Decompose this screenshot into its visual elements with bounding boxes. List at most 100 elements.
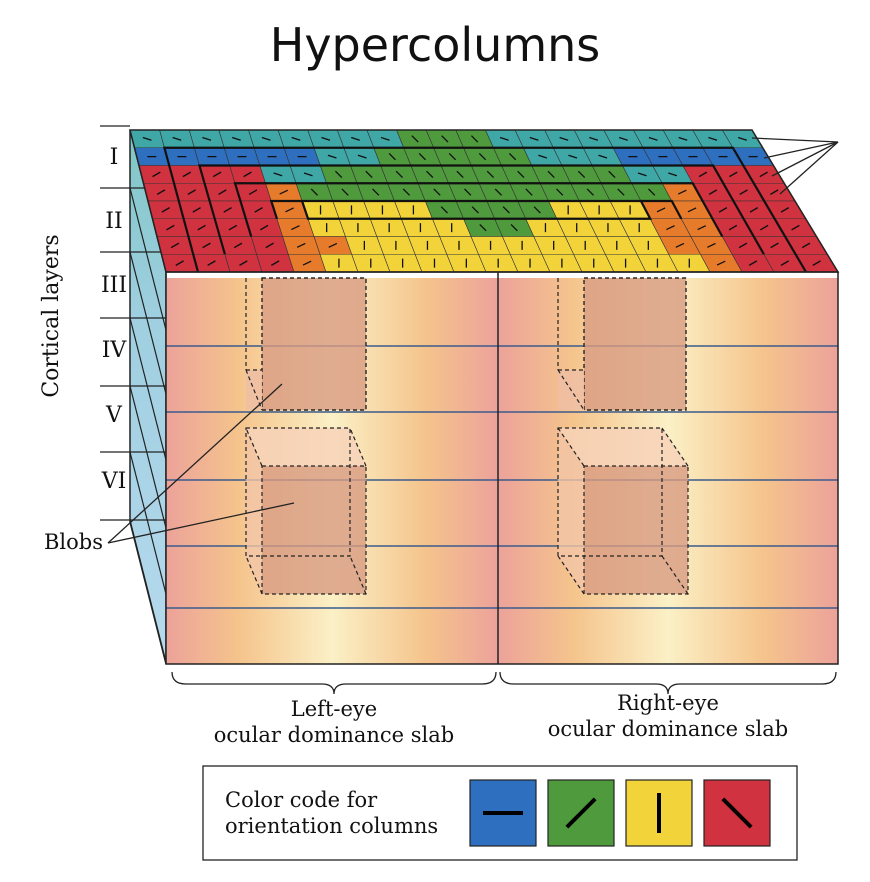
orientation-tick (156, 189, 166, 195)
orientation-tick (411, 135, 419, 143)
orientation-tick (748, 260, 758, 266)
blob-back-outline (583, 277, 687, 411)
orientation-tick (182, 171, 192, 178)
orientation-tick (718, 207, 728, 213)
orientation-tick (357, 154, 367, 159)
orientation-tick (321, 136, 331, 141)
blob-top (558, 428, 688, 466)
right-slab-brace (499, 671, 837, 695)
blobs-pointer-upper (107, 383, 283, 544)
orientation-tick (586, 188, 594, 196)
orientation-tick (259, 224, 269, 231)
orientation-tick (441, 135, 449, 143)
orientation-tick (254, 207, 263, 213)
orientation-tick (759, 171, 768, 178)
orientation-tick (402, 188, 411, 196)
orientation-tick (433, 188, 441, 196)
orientation-tick (231, 136, 241, 141)
orientation-tick (328, 242, 338, 248)
orientation-tick (388, 152, 396, 161)
layer-ticks (100, 125, 167, 663)
orientation-tick (291, 225, 300, 231)
orientation-contour (301, 200, 653, 220)
layer-label-iii: III (101, 273, 127, 298)
orientation-tick (192, 207, 201, 213)
orientation-tick (395, 170, 403, 179)
orientation-tick (470, 135, 479, 143)
orientation-tick (418, 152, 427, 161)
blob-front (262, 466, 366, 594)
blob-edge (661, 427, 689, 467)
orientation-tick (310, 188, 319, 196)
front-outline (165, 271, 839, 665)
orientation-tick (739, 189, 748, 195)
orientation-tick (202, 136, 212, 141)
orientation-tick (697, 225, 707, 231)
orientation-tick (372, 188, 380, 196)
orientation-tick (478, 152, 487, 161)
orientation-tick (239, 260, 248, 266)
blob-front (584, 278, 686, 410)
blob-edge (661, 555, 689, 595)
orientation-tick (499, 136, 509, 141)
orientation-tick (668, 172, 678, 177)
orientation-tick (618, 136, 628, 141)
orientation-tick (708, 189, 718, 195)
legend-text-line2: orientation columns (225, 814, 438, 838)
swatch-bar-oblique-right (565, 797, 597, 829)
layer-label-vi: VI (101, 469, 127, 494)
blob-back-outline (245, 427, 351, 557)
orientation-tick (577, 170, 586, 179)
orientation-tick (547, 170, 555, 179)
blob-back-outline (261, 277, 367, 411)
orientation-tick (456, 170, 464, 179)
orientation-tick (291, 136, 301, 141)
orientation-tick (538, 154, 548, 159)
orientation-tick (248, 189, 258, 195)
blob-front (262, 278, 366, 410)
orientation-tick (464, 188, 472, 196)
orientation-tick (302, 260, 312, 266)
orientation-tick (533, 206, 541, 214)
orientation-tick (502, 206, 510, 214)
orientation-tick (365, 170, 373, 179)
blob-front (584, 466, 688, 594)
swatch-bar-oblique-left (721, 797, 753, 829)
orientation-tick (738, 136, 747, 141)
orientation-tick (675, 242, 685, 248)
top-right-pointer-lines (751, 137, 839, 195)
orientation-tick (197, 224, 206, 231)
orientation-tick (508, 152, 517, 161)
orientation-tick (486, 170, 495, 179)
orientation-tick (479, 223, 487, 232)
right-slab-caption-line2: ocular dominance slab (548, 717, 789, 741)
orientation-tick (608, 170, 616, 179)
left-slab-caption-line1: Left-eye (291, 697, 377, 721)
blob-top (246, 428, 366, 466)
orientation-tick (223, 207, 232, 213)
orientation-tick (780, 260, 790, 266)
orientation-tick (678, 136, 688, 141)
orientation-tick (207, 260, 216, 266)
blob-side (558, 428, 584, 594)
orientation-tick (166, 224, 175, 231)
side-layer-line (129, 385, 167, 529)
blob-outline (583, 465, 689, 595)
side-layer-line (129, 251, 167, 395)
orientation-tick (334, 170, 343, 179)
side-layer-line (129, 451, 167, 595)
orientation-tick (440, 206, 448, 214)
side-layer-line (129, 317, 167, 461)
layer-label-i: I (110, 145, 119, 170)
orientation-tick (170, 242, 180, 249)
orientation-tick (812, 260, 821, 266)
orientation-tick (510, 223, 518, 232)
orientation-tick (749, 207, 759, 213)
orientation-tick (279, 189, 289, 195)
orientation-tick (729, 171, 738, 178)
orientation-tick (529, 136, 539, 141)
orientation-tick (172, 136, 182, 141)
orientation-tick (303, 172, 313, 177)
orientation-tick (666, 225, 675, 231)
